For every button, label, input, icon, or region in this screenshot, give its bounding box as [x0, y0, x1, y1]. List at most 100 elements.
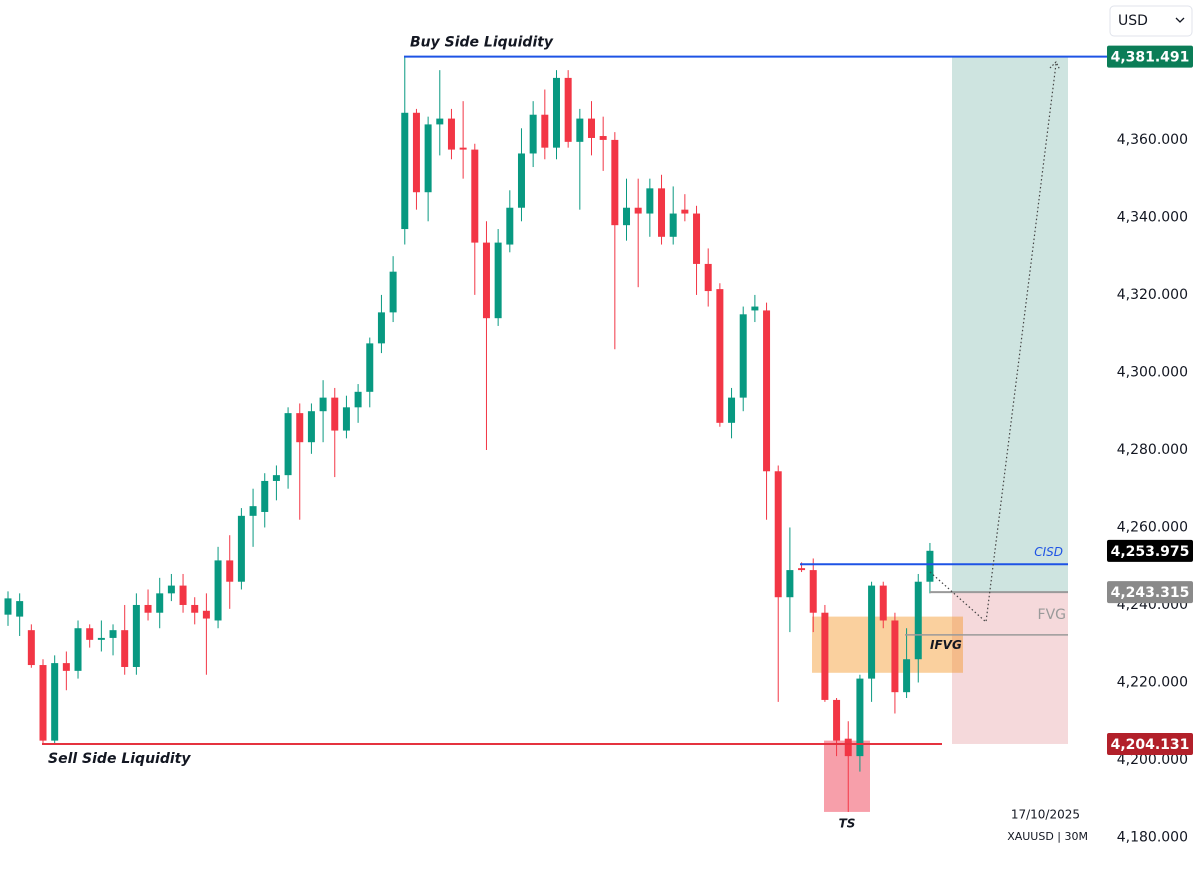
candle-body [342, 407, 350, 431]
candle-body [109, 630, 117, 638]
candle-body [412, 112, 420, 193]
sell-side-label: Sell Side Liquidity [48, 751, 191, 767]
candle-body [296, 413, 304, 443]
candle-body [634, 207, 642, 214]
price-label-box [1107, 732, 1193, 755]
y-tick-label: 4,340.000 [1117, 209, 1188, 225]
candle-body [576, 118, 584, 142]
candle-body [658, 188, 666, 237]
candle-body [704, 263, 712, 292]
currency[interactable]: USD [1118, 13, 1148, 29]
y-tick-label: 4,200.000 [1117, 752, 1188, 768]
zones [812, 56, 1068, 812]
candle-body [891, 620, 899, 693]
candle-body [459, 147, 467, 150]
currency-dropdown[interactable]: USD [1109, 5, 1193, 37]
candle-body [844, 738, 852, 757]
y-tick-label: 4,360.000 [1117, 132, 1188, 148]
ifvg-label: IFVG [930, 638, 962, 652]
candle-body [588, 118, 595, 138]
candle-body [272, 475, 280, 481]
y-tick-label: 4,220.000 [1117, 674, 1188, 690]
candle-body [774, 471, 782, 598]
candle-body [144, 604, 152, 613]
candle-body [62, 663, 70, 671]
candle-body [261, 480, 269, 512]
dropdown-box[interactable] [1109, 5, 1193, 37]
candle-body [821, 612, 829, 700]
price-label-box [1107, 539, 1193, 562]
candle-body [39, 665, 47, 741]
price-label-box [1107, 581, 1193, 604]
candle-body [4, 598, 12, 615]
candle-body [16, 601, 24, 617]
candle-body [424, 124, 432, 193]
candle-body [751, 306, 759, 311]
price-label: 4,253.975 [1111, 544, 1190, 560]
stop-zone [952, 592, 1068, 744]
candle-body [669, 213, 677, 237]
candle-body [728, 397, 736, 423]
candle-body [868, 585, 876, 679]
candle-body [226, 560, 234, 582]
candle-body [914, 581, 922, 660]
buy-side-label: Buy Side Liquidity [410, 35, 554, 51]
candle-body [237, 515, 245, 582]
candle-body [541, 114, 549, 148]
candle-body [482, 242, 490, 319]
price-label: 4,243.315 [1111, 585, 1190, 601]
candle-body [167, 585, 175, 594]
candle-body [681, 209, 689, 214]
candle-body [74, 628, 82, 671]
candle-body [926, 550, 934, 582]
candle-body [786, 570, 794, 598]
candle-body [693, 213, 701, 264]
candle-body [179, 585, 187, 605]
candle-body [506, 207, 514, 245]
candle-body [307, 411, 315, 443]
plot: Buy Side Liquidity Sell Side Liquidity CIS… [4, 35, 1107, 830]
chevron [1175, 17, 1185, 23]
candle-body [529, 114, 537, 154]
candle-body [331, 397, 339, 431]
price-label: 4,204.131 [1111, 737, 1190, 753]
candle-body [51, 663, 59, 741]
date: 17/10/2025 [1011, 808, 1080, 822]
projection-path [929, 63, 1057, 624]
candle-body [377, 312, 385, 344]
candle-body [856, 678, 864, 757]
candle-body [156, 593, 164, 613]
candle-body [319, 397, 327, 412]
ts-label: TS [839, 816, 856, 830]
candle-body [284, 413, 292, 476]
price-label-box [1107, 45, 1193, 68]
candle-body [86, 628, 94, 640]
y-tick-label: 4,320.000 [1117, 287, 1188, 303]
y-tick-label: 4,300.000 [1117, 364, 1188, 380]
candle-body [623, 207, 631, 226]
candle-body [471, 149, 479, 243]
candle-body [739, 314, 747, 398]
symbol: XAUUSD | 30M [1007, 830, 1088, 843]
candle-body [132, 604, 140, 667]
candle-body [903, 659, 911, 693]
candle-body [97, 637, 105, 640]
candle-body [552, 77, 560, 148]
candle-body [249, 506, 257, 516]
candle-body [564, 77, 572, 142]
candle-body [389, 271, 397, 313]
y-tick-label: 4,280.000 [1117, 442, 1188, 458]
cisd-label: CISD [1034, 545, 1063, 559]
candle-body [354, 391, 362, 408]
candle-body [716, 289, 724, 423]
candle-body [517, 153, 525, 208]
candle-body [763, 310, 771, 472]
candle-body [599, 136, 607, 140]
candle-body [202, 610, 210, 619]
candle-body [494, 242, 502, 319]
candle-body [798, 568, 806, 571]
fvg-label: FVG [1038, 607, 1066, 623]
price-label: 4,381.491 [1111, 50, 1190, 66]
candle-body [214, 560, 222, 621]
